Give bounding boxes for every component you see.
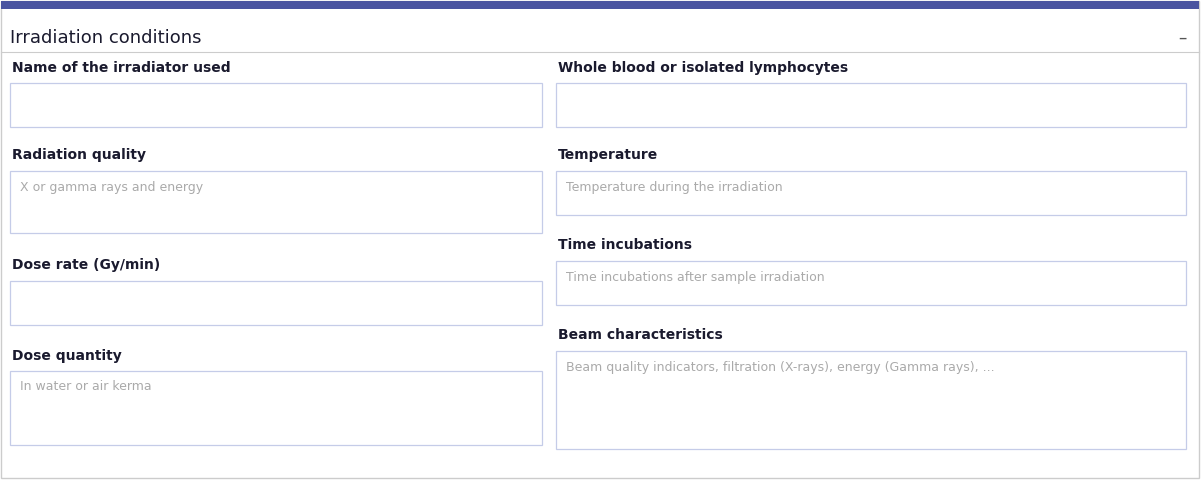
- FancyBboxPatch shape: [10, 371, 542, 445]
- Text: X or gamma rays and energy: X or gamma rays and energy: [20, 180, 203, 193]
- Text: Temperature: Temperature: [558, 148, 658, 162]
- Text: –: –: [1178, 29, 1187, 47]
- Text: Irradiation conditions: Irradiation conditions: [10, 29, 202, 47]
- FancyBboxPatch shape: [556, 83, 1187, 127]
- FancyBboxPatch shape: [1, 1, 1199, 9]
- Text: Time incubations: Time incubations: [558, 238, 692, 252]
- Text: Dose rate (Gy/min): Dose rate (Gy/min): [12, 258, 160, 272]
- Text: Name of the irradiator used: Name of the irradiator used: [12, 61, 231, 75]
- FancyBboxPatch shape: [10, 83, 542, 127]
- FancyBboxPatch shape: [556, 171, 1187, 215]
- Text: Time incubations after sample irradiation: Time incubations after sample irradiatio…: [566, 271, 825, 284]
- Text: In water or air kerma: In water or air kerma: [20, 381, 151, 394]
- Text: Dose quantity: Dose quantity: [12, 349, 121, 363]
- Text: Temperature during the irradiation: Temperature during the irradiation: [566, 180, 783, 193]
- Text: Radiation quality: Radiation quality: [12, 148, 147, 162]
- FancyBboxPatch shape: [556, 351, 1187, 449]
- FancyBboxPatch shape: [10, 171, 542, 233]
- FancyBboxPatch shape: [10, 281, 542, 325]
- FancyBboxPatch shape: [556, 261, 1187, 305]
- Text: Beam characteristics: Beam characteristics: [558, 328, 723, 342]
- Text: Whole blood or isolated lymphocytes: Whole blood or isolated lymphocytes: [558, 61, 848, 75]
- Text: Beam quality indicators, filtration (X-rays), energy (Gamma rays), ...: Beam quality indicators, filtration (X-r…: [566, 360, 994, 373]
